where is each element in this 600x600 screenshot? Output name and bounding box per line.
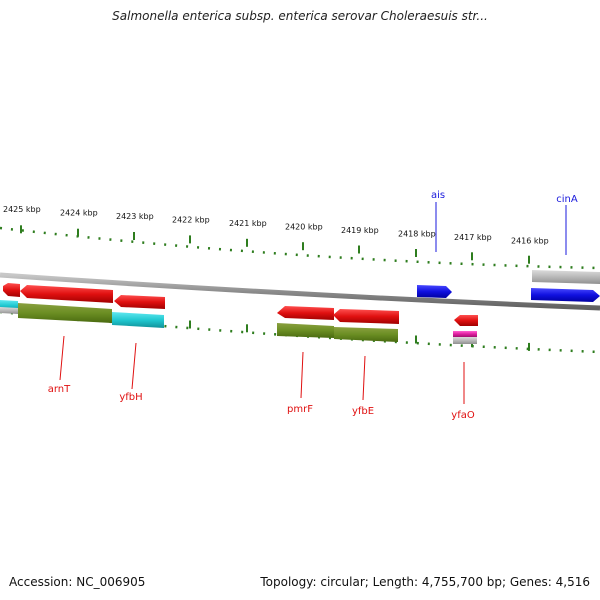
page-title: Salmonella enterica subsp. enterica sero…	[112, 9, 488, 23]
gene-yfbE[interactable]	[333, 309, 399, 324]
kbp-label: 2418 kbp	[398, 230, 436, 239]
kbp-label: 2420 kbp	[285, 223, 323, 232]
accession-label: Accession: NC_006905	[9, 575, 146, 589]
gene-label-ais: ais	[431, 190, 445, 201]
gene-ais[interactable]	[417, 285, 452, 298]
cog-magenta-yfaO	[453, 331, 477, 337]
major-ticks	[20, 225, 530, 351]
gene-label-cinA: cinA	[556, 194, 578, 205]
kbp-labels: 2425 kbp 2424 kbp 2423 kbp 2422 kbp 2421 kbp…	[3, 205, 549, 246]
reverse-labels: arnT yfbH pmrF yfbE yfaO	[48, 335, 475, 421]
gene-arnT[interactable]	[20, 285, 113, 303]
kbp-label: 2424 kbp	[60, 209, 98, 218]
kbp-label: 2423 kbp	[116, 212, 154, 221]
gene-pmrF[interactable]	[277, 306, 334, 320]
gene-label-arnT: arnT	[48, 384, 71, 395]
gene-label-yfbH: yfbH	[119, 392, 142, 403]
kbp-label: 2417 kbp	[454, 233, 492, 242]
gene-cinA[interactable]	[531, 288, 600, 302]
gene-left-edge[interactable]	[3, 283, 20, 297]
cog-olive-arnT	[18, 303, 112, 323]
cog-gray-cinA	[532, 270, 600, 284]
forward-labels: ais cinA	[431, 190, 578, 255]
gene-yfbH[interactable]	[114, 295, 165, 309]
cog-gray-left	[0, 307, 18, 314]
gene-label-pmrF: pmrF	[287, 404, 313, 415]
kbp-label: 2416 kbp	[511, 237, 549, 246]
forward-strand	[417, 270, 600, 302]
cog-ring	[0, 300, 477, 344]
reverse-strand	[3, 283, 478, 326]
cog-gray-yfaO	[453, 337, 477, 344]
kbp-label: 2422 kbp	[172, 216, 210, 225]
outer-tick-ring	[0, 226, 600, 270]
cog-olive-pmrF	[277, 323, 334, 338]
kbp-label: 2425 kbp	[3, 205, 41, 214]
gene-label-yfbE: yfbE	[352, 406, 374, 417]
cog-olive-yfbE	[334, 327, 398, 342]
kbp-label: 2421 kbp	[229, 219, 267, 228]
inner-tick-ring	[0, 310, 600, 354]
cog-cyan-yfbH	[112, 312, 164, 328]
genome-backbone	[0, 272, 600, 311]
gene-label-yfaO: yfaO	[451, 410, 475, 421]
kbp-label: 2419 kbp	[341, 226, 379, 235]
genome-info-label: Topology: circular; Length: 4,755,700 bp…	[260, 575, 590, 589]
gene-yfaO[interactable]	[454, 315, 478, 326]
